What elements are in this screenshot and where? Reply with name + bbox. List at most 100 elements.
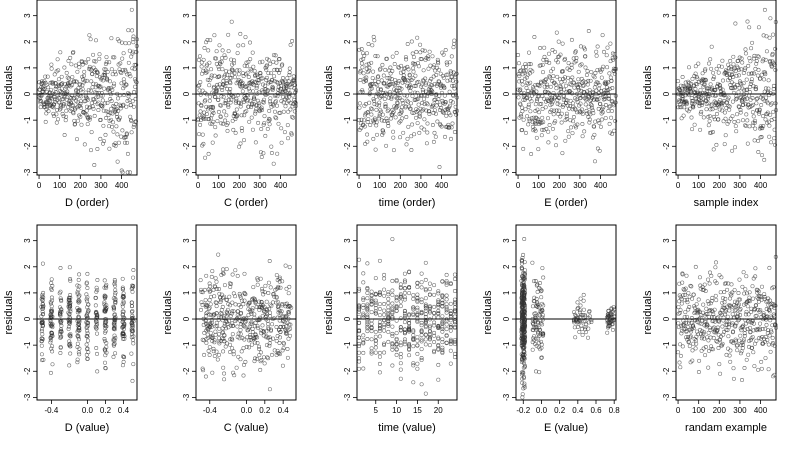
data-point [53, 97, 58, 102]
data-point [117, 115, 122, 120]
data-point [217, 315, 222, 320]
data-point [440, 314, 445, 319]
data-point [361, 311, 366, 316]
data-point [537, 84, 542, 89]
data-point [415, 316, 420, 321]
data-point [49, 87, 53, 92]
data-point [455, 108, 459, 113]
data-point [436, 67, 441, 72]
data-point [710, 87, 715, 92]
data-point [528, 109, 533, 114]
data-point [605, 65, 610, 70]
data-point [589, 320, 594, 324]
data-point [763, 334, 768, 339]
data-point [550, 99, 555, 104]
data-point [721, 119, 726, 124]
data-point [390, 324, 395, 329]
data-point [76, 298, 81, 303]
data-point [536, 117, 541, 122]
data-point [573, 123, 578, 128]
plot-frame [515, 224, 617, 401]
data-point [252, 68, 257, 73]
data-point [448, 323, 453, 328]
data-point [386, 314, 391, 319]
data-point [741, 323, 746, 328]
data-point [40, 294, 45, 299]
data-point [726, 346, 730, 351]
data-point [606, 96, 611, 101]
data-point [424, 108, 429, 113]
data-point [120, 363, 125, 368]
data-point [686, 291, 691, 296]
data-point [744, 309, 749, 314]
data-point [198, 92, 203, 97]
data-point [536, 340, 541, 345]
data-point [204, 92, 209, 97]
data-point [378, 66, 383, 71]
data-point [49, 288, 54, 292]
data-point [204, 112, 209, 116]
data-point [217, 67, 222, 72]
x-axis-label: E (value) [544, 422, 588, 434]
data-point [394, 347, 399, 352]
data-point [373, 341, 378, 346]
data-point [440, 50, 445, 55]
data-point [240, 80, 245, 85]
data-point [41, 290, 46, 295]
data-point [748, 81, 753, 86]
data-point [556, 108, 561, 113]
data-point [693, 264, 698, 269]
data-point [518, 68, 523, 73]
data-point [39, 339, 44, 344]
data-point [216, 64, 221, 69]
data-point [102, 86, 107, 91]
data-point [452, 341, 457, 346]
data-point [760, 327, 765, 331]
data-point [390, 315, 395, 320]
data-point [280, 80, 285, 84]
data-point [86, 57, 91, 62]
data-point [712, 75, 717, 80]
data-point [569, 125, 574, 130]
data-point [407, 285, 412, 290]
data-point [382, 287, 387, 292]
data-point [533, 121, 537, 126]
data-point [398, 325, 403, 330]
data-point [760, 284, 764, 289]
x-tick-label: 0.4 [118, 406, 130, 415]
data-point [405, 42, 410, 46]
data-point [411, 329, 416, 334]
data-point [385, 119, 390, 123]
data-point [713, 93, 718, 98]
data-point [607, 313, 612, 318]
data-point [422, 97, 426, 102]
data-point [586, 335, 590, 340]
data-point [419, 333, 424, 337]
data-point [216, 97, 221, 102]
data-point [689, 284, 694, 289]
data-point [208, 302, 213, 307]
data-point [716, 70, 721, 75]
data-point [284, 328, 289, 333]
data-point [706, 101, 711, 106]
data-point [124, 82, 129, 87]
data-point [750, 110, 755, 115]
data-point [123, 69, 128, 74]
data-point [764, 49, 769, 54]
data-point [437, 79, 442, 84]
data-point [767, 35, 772, 40]
data-point [576, 319, 581, 324]
data-point [449, 54, 454, 59]
data-point [226, 97, 231, 102]
data-point [130, 378, 135, 383]
data-point [390, 311, 395, 316]
data-point [601, 64, 606, 69]
data-point [535, 97, 540, 101]
data-point [273, 109, 277, 114]
data-point [756, 25, 761, 30]
data-point [95, 278, 100, 282]
data-point [250, 50, 255, 55]
data-point [254, 85, 259, 90]
data-point [425, 130, 430, 135]
data-point [419, 339, 424, 344]
